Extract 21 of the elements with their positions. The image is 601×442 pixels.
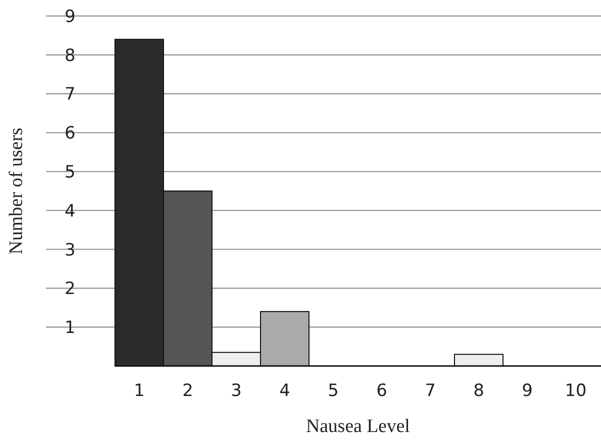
y-tick-label: 4: [64, 201, 76, 222]
x-tick-label: 8: [473, 380, 484, 401]
x-tick-label: 5: [328, 380, 339, 401]
x-tick-label: 4: [279, 380, 290, 401]
y-tick-label: 2: [64, 279, 76, 300]
x-tick-label: 10: [564, 380, 587, 401]
y-tick-label: 9: [64, 6, 76, 27]
x-tick-label: 6: [376, 380, 388, 401]
x-tick-label: 2: [182, 380, 194, 401]
y-axis-title: Number of users: [6, 128, 27, 254]
y-tick-label: 7: [64, 84, 76, 105]
x-tick-label: 7: [424, 380, 436, 401]
y-tick-label: 5: [64, 162, 76, 183]
y-tick-label: 3: [64, 240, 76, 260]
y-tick-label: 1: [64, 318, 76, 338]
x-tick-label: 3: [230, 380, 242, 401]
x-tick-label: 1: [134, 380, 145, 401]
y-tick-label: 8: [64, 46, 76, 66]
y-tick-label: 6: [64, 124, 76, 144]
x-tick-label: 9: [522, 380, 533, 401]
x-axis-title: Nausea Level: [306, 416, 410, 437]
